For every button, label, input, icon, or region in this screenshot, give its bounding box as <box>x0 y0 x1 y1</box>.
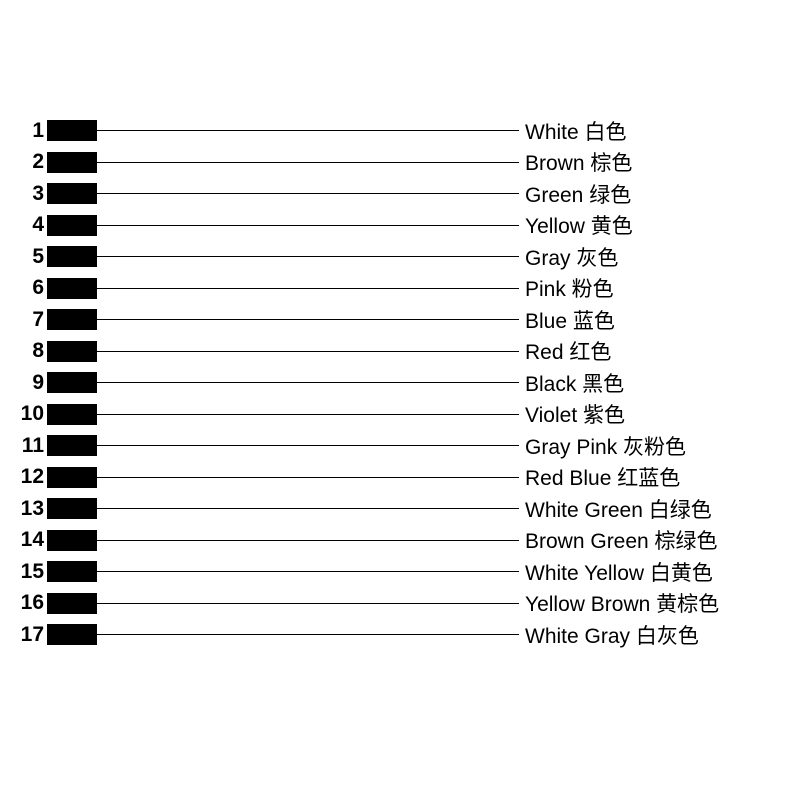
color-swatch <box>47 341 97 362</box>
color-swatch <box>47 498 97 519</box>
color-swatch <box>47 152 97 173</box>
row-number: 3 <box>15 182 47 206</box>
row-label: Red Blue 红蓝色 <box>519 462 680 492</box>
legend-row: 17 White Gray 白灰色 <box>15 619 800 651</box>
row-number: 10 <box>15 402 47 426</box>
legend-row: 16 Yellow Brown 黄棕色 <box>15 588 800 620</box>
legend-row: 4 Yellow 黄色 <box>15 210 800 242</box>
connector-line <box>97 414 519 415</box>
legend-row: 13 White Green 白绿色 <box>15 493 800 525</box>
color-swatch <box>47 593 97 614</box>
color-swatch <box>47 561 97 582</box>
connector-line <box>97 193 519 194</box>
color-swatch <box>47 246 97 267</box>
connector-line <box>97 288 519 289</box>
legend-row: 11 Gray Pink 灰粉色 <box>15 430 800 462</box>
row-number: 1 <box>15 119 47 143</box>
connector-line <box>97 634 519 635</box>
connector-line <box>97 477 519 478</box>
row-label: White Yellow 白黄色 <box>519 557 713 587</box>
row-label: Yellow 黄色 <box>519 210 633 240</box>
row-number: 6 <box>15 276 47 300</box>
row-label: White 白色 <box>519 116 627 146</box>
row-label: Brown Green 棕绿色 <box>519 525 718 555</box>
row-number: 9 <box>15 371 47 395</box>
color-swatch <box>47 435 97 456</box>
color-swatch <box>47 530 97 551</box>
legend-container: 1 White 白色 2 Brown 棕色 3 Green 绿色 4 Yellow 黄色 5 Gr… <box>0 0 800 651</box>
row-label: Gray 灰色 <box>519 242 618 272</box>
row-number: 5 <box>15 245 47 269</box>
row-number: 15 <box>15 560 47 584</box>
row-number: 13 <box>15 497 47 521</box>
row-label: Red 红色 <box>519 336 611 366</box>
legend-row: 9 Black 黑色 <box>15 367 800 399</box>
color-swatch <box>47 404 97 425</box>
legend-row: 12 Red Blue 红蓝色 <box>15 462 800 494</box>
row-label: Yellow Brown 黄棕色 <box>519 588 719 618</box>
row-label: Green 绿色 <box>519 179 631 209</box>
connector-line <box>97 351 519 352</box>
color-swatch <box>47 183 97 204</box>
color-swatch <box>47 215 97 236</box>
connector-line <box>97 130 519 131</box>
connector-line <box>97 225 519 226</box>
legend-row: 2 Brown 棕色 <box>15 147 800 179</box>
color-swatch <box>47 467 97 488</box>
row-number: 12 <box>15 465 47 489</box>
color-swatch <box>47 120 97 141</box>
color-swatch <box>47 309 97 330</box>
legend-row: 5 Gray 灰色 <box>15 241 800 273</box>
color-swatch <box>47 372 97 393</box>
legend-row: 14 Brown Green 棕绿色 <box>15 525 800 557</box>
legend-row: 6 Pink 粉色 <box>15 273 800 305</box>
connector-line <box>97 256 519 257</box>
connector-line <box>97 382 519 383</box>
color-swatch <box>47 278 97 299</box>
row-number: 16 <box>15 591 47 615</box>
legend-row: 7 Blue 蓝色 <box>15 304 800 336</box>
row-label: Brown 棕色 <box>519 147 632 177</box>
row-number: 8 <box>15 339 47 363</box>
connector-line <box>97 603 519 604</box>
connector-line <box>97 162 519 163</box>
connector-line <box>97 571 519 572</box>
row-number: 4 <box>15 213 47 237</box>
row-label: Blue 蓝色 <box>519 305 615 335</box>
connector-line <box>97 508 519 509</box>
row-number: 11 <box>15 434 47 458</box>
connector-line <box>97 445 519 446</box>
row-label: Violet 紫色 <box>519 399 625 429</box>
row-label: White Green 白绿色 <box>519 494 712 524</box>
connector-line <box>97 319 519 320</box>
row-number: 7 <box>15 308 47 332</box>
legend-row: 1 White 白色 <box>15 115 800 147</box>
row-number: 2 <box>15 150 47 174</box>
color-swatch <box>47 624 97 645</box>
row-number: 17 <box>15 623 47 647</box>
row-number: 14 <box>15 528 47 552</box>
row-label: Black 黑色 <box>519 368 624 398</box>
legend-row: 3 Green 绿色 <box>15 178 800 210</box>
legend-row: 8 Red 红色 <box>15 336 800 368</box>
legend-row: 10 Violet 紫色 <box>15 399 800 431</box>
legend-row: 15 White Yellow 白黄色 <box>15 556 800 588</box>
row-label: Gray Pink 灰粉色 <box>519 431 686 461</box>
row-label: White Gray 白灰色 <box>519 620 699 650</box>
connector-line <box>97 540 519 541</box>
row-label: Pink 粉色 <box>519 273 614 303</box>
